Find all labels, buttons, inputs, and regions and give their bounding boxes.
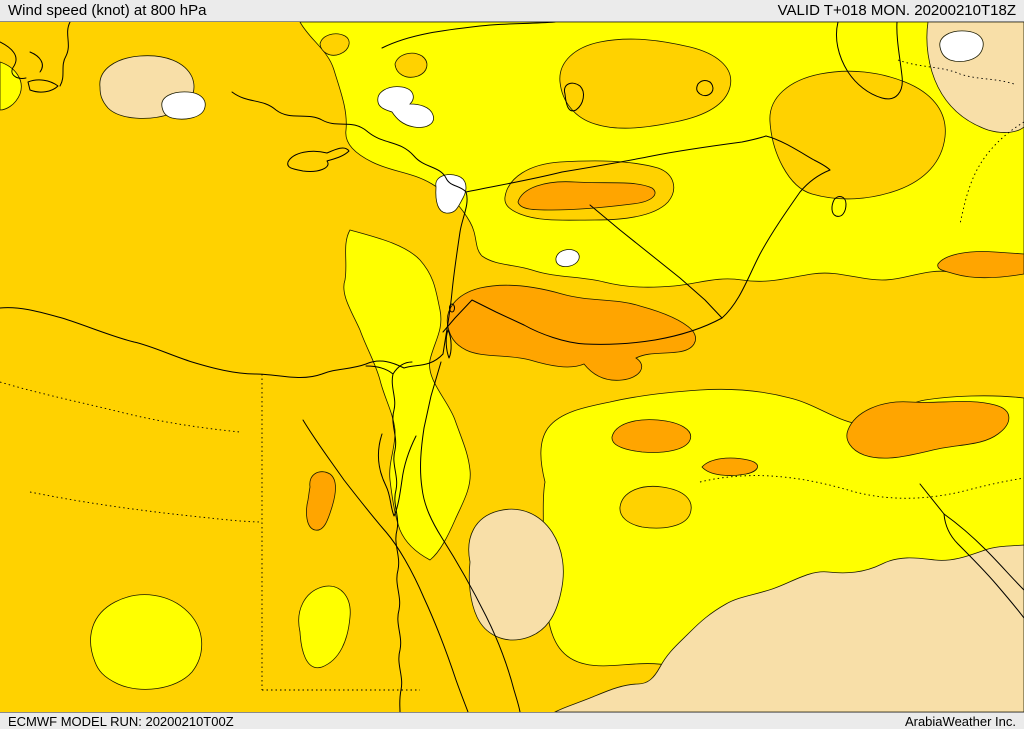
map-area: [0, 22, 1024, 712]
wind-speed-contour-map: [0, 22, 1024, 712]
coastlines: [0, 22, 1024, 712]
wind-band-orange: [306, 181, 1024, 531]
dotted-borders: [0, 59, 1024, 691]
header-bar: Wind speed (knot) at 800 hPa VALID T+018…: [0, 0, 1024, 22]
brand-label: ArabiaWeather Inc.: [904, 713, 1016, 729]
model-run-label: ECMWF MODEL RUN: 20200210T00Z: [8, 713, 234, 729]
country-borders: [423, 135, 831, 429]
footer-bar: ECMWF MODEL RUN: 20200210T00Z ArabiaWeat…: [0, 712, 1024, 729]
wind-band-white: [161, 30, 984, 267]
map-title: Wind speed (knot) at 800 hPa: [8, 2, 207, 19]
valid-time-label: VALID T+018 MON. 20200210T18Z: [777, 2, 1016, 19]
